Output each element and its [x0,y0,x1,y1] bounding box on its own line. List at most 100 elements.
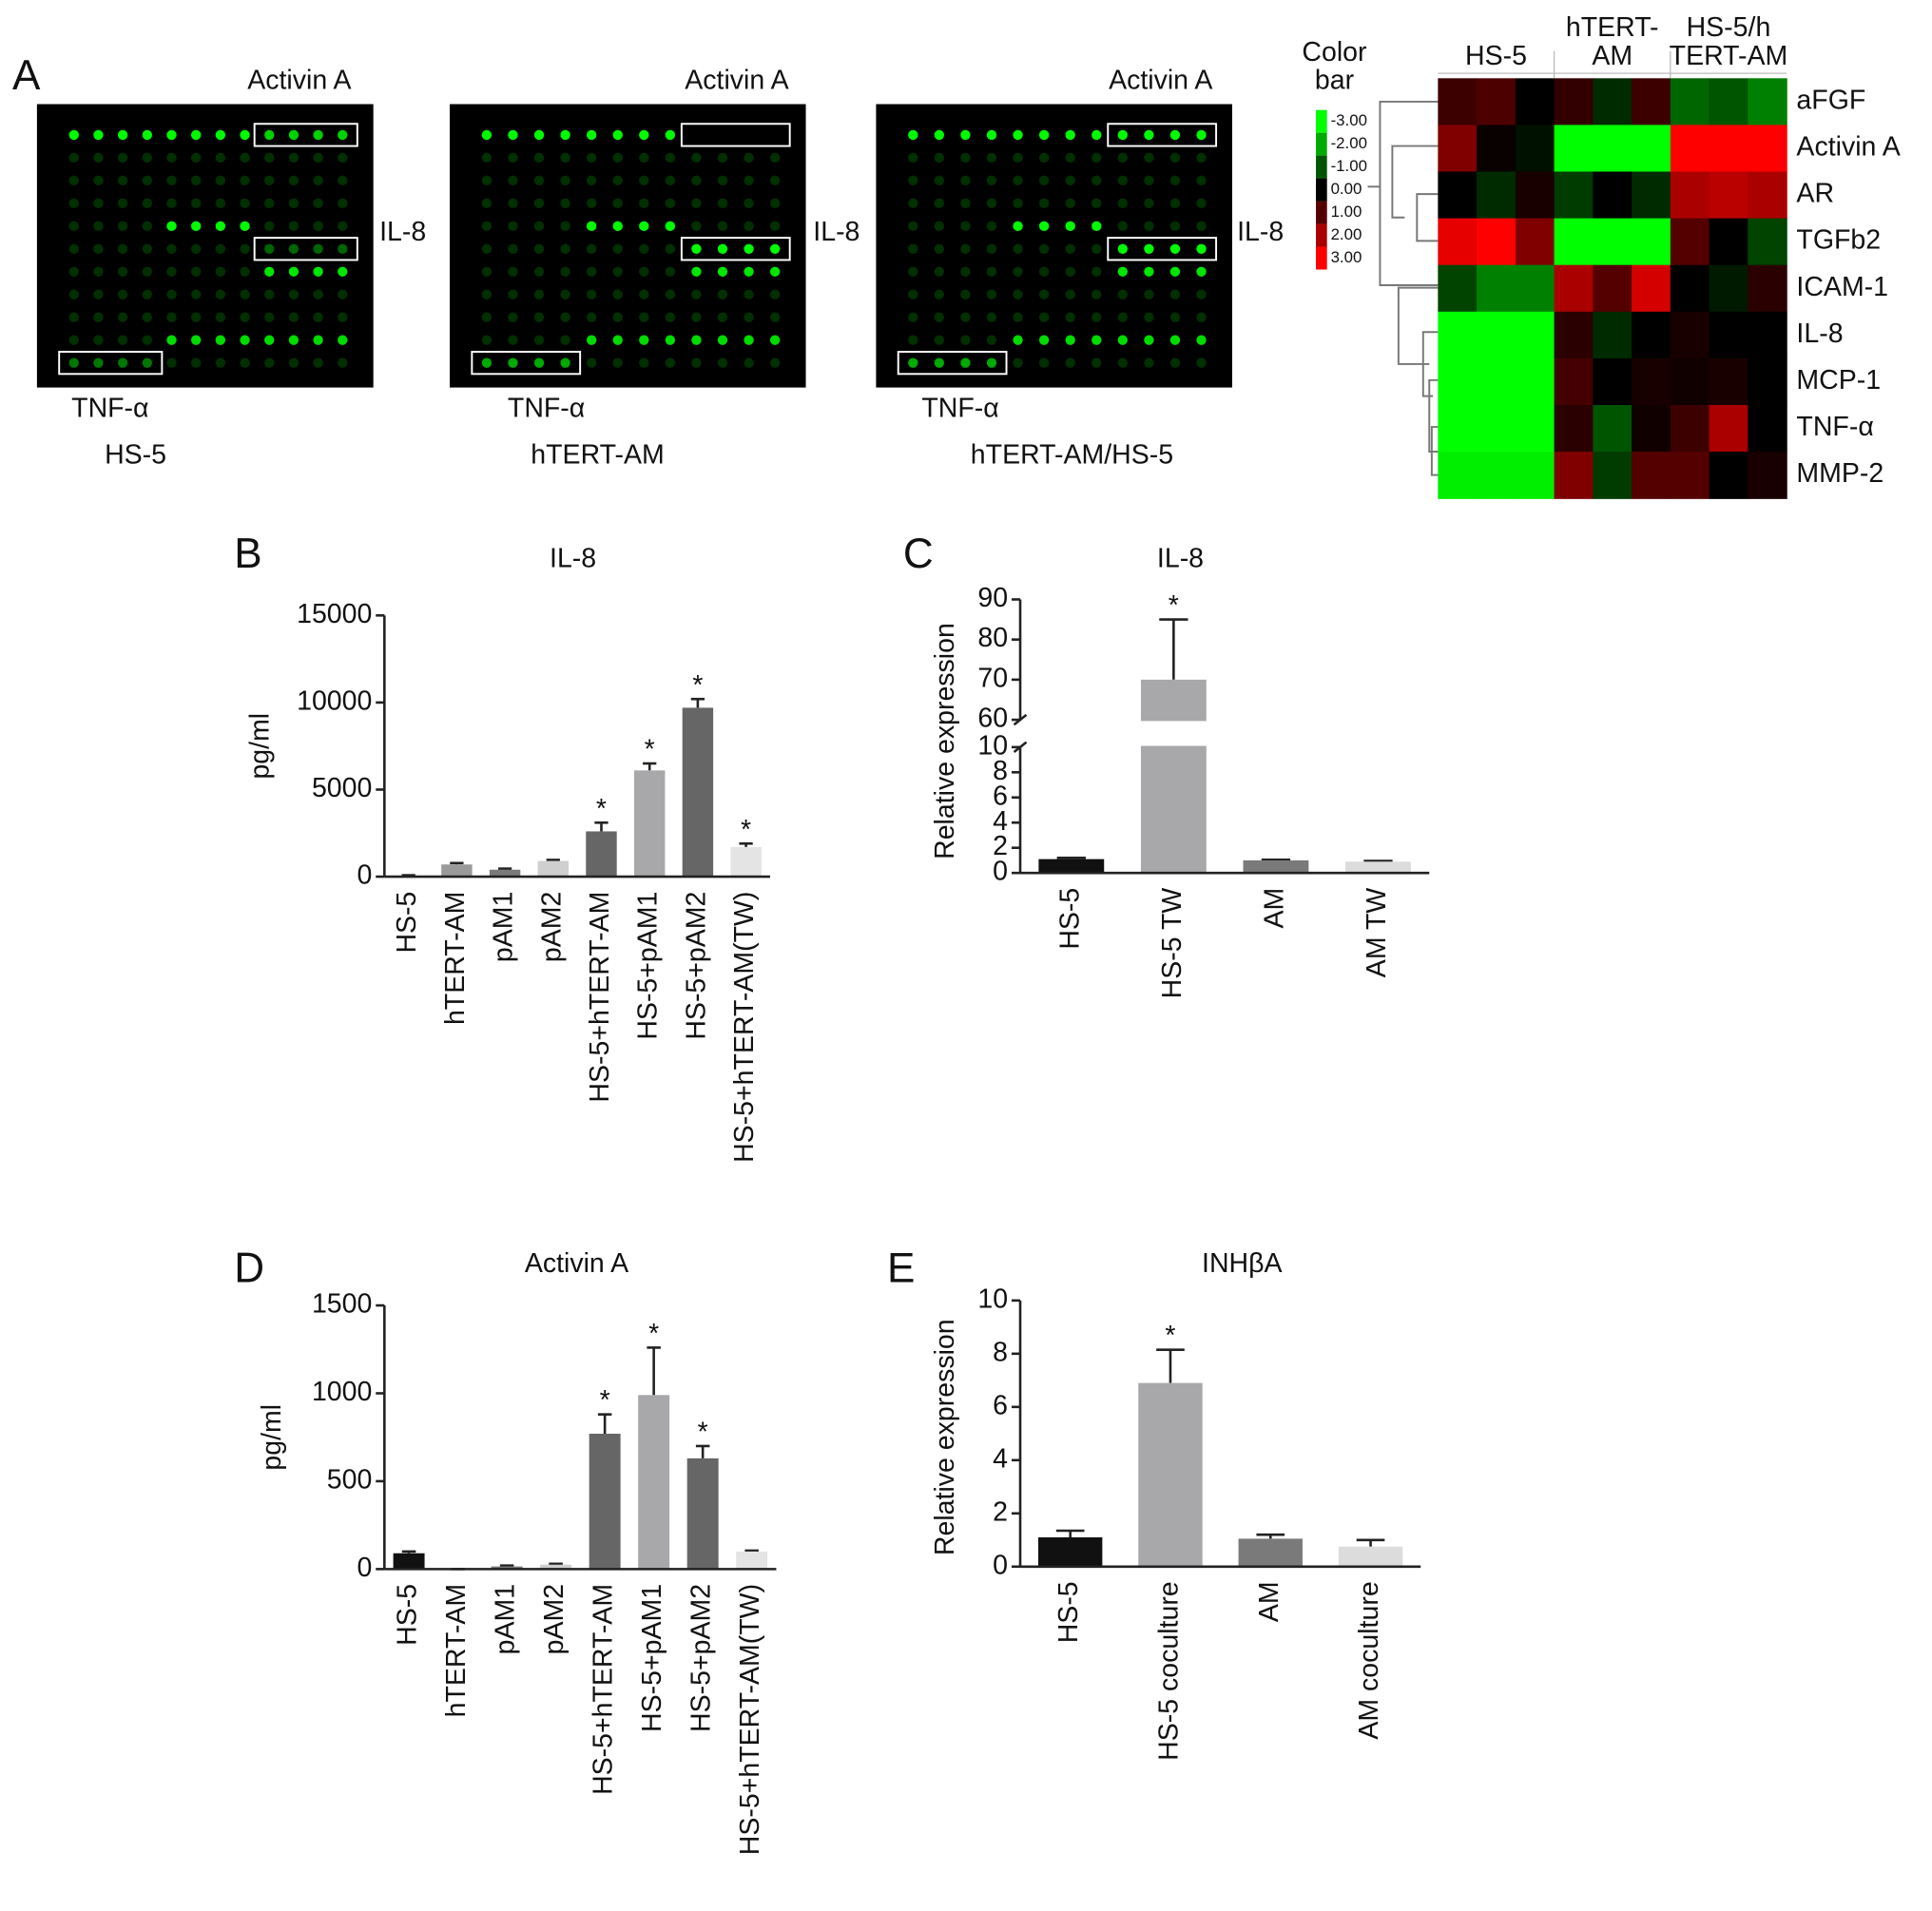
heatmap-cell [1477,264,1517,313]
array-spot [1169,266,1181,277]
array-spot [586,243,597,254]
heatmap-cell [1515,171,1555,220]
array-spot [338,221,348,231]
array-spot [288,243,299,254]
array-spot [586,266,597,277]
array-spot [215,129,226,141]
heatmap-cell [1670,171,1710,220]
bar [730,846,762,878]
array-spot [960,129,971,141]
array-spot [560,357,570,368]
array-spot [481,175,493,186]
array-spot [586,335,597,345]
array-spot [1013,243,1023,254]
array-spot [215,266,226,277]
array-spot [1092,221,1102,231]
array-spot [1144,129,1154,141]
array-spot [1092,243,1102,254]
significance-mark: * [645,735,655,765]
y-tick-label: 15000 [297,599,372,629]
x-tick-label: HS-5 [392,892,422,954]
array-spot [1117,129,1129,141]
array-spot [1169,357,1181,368]
array-spot [1196,152,1207,164]
array-spot [142,221,152,231]
array-spot [769,335,781,345]
array-spot [612,243,623,254]
heatmap-cell [1632,452,1671,499]
heatmap-cell [1748,405,1787,453]
array-spot [508,312,518,322]
array-spot [264,243,275,254]
array-spot [612,198,623,209]
bar [491,1566,523,1570]
array-spot [1092,175,1102,186]
colorbar-block [1316,155,1327,179]
row-label: TGFb2 [1796,225,1881,256]
x-tick-label: HS-5 TW [1157,888,1188,999]
bar [1037,1536,1103,1567]
array-label: IL-8 [813,217,860,247]
y-tick-label: 10 [977,1284,1008,1314]
colorbar-title: Color [1302,37,1367,68]
array-spot [612,266,623,277]
array-spot [1169,129,1181,141]
array-spot [117,198,128,209]
array-spot [338,357,348,368]
array-spot [612,335,623,345]
array-spot [639,289,649,299]
significance-mark: * [1165,1321,1175,1351]
y-axis-label: pg/ml [244,713,275,780]
array-spot [240,175,250,186]
heatmap-cell [1477,405,1517,453]
x-tick-label: AM [1259,888,1289,929]
array-spot [986,312,997,322]
array-spot [288,335,299,345]
heatmap-cell [1438,171,1478,220]
array-spot [612,221,623,231]
array-spot [68,175,79,186]
array-spot [1196,129,1207,141]
array-spot [166,312,177,322]
array-spot [313,175,323,186]
array-spot [166,243,177,254]
array-spot [769,289,781,299]
heatmap-cell [1632,78,1671,126]
y-tick-label: 8 [993,756,1008,786]
array-spot [1038,266,1050,277]
y-tick-label: 80 [977,623,1008,653]
array-spot [1092,266,1102,277]
heatmap-cell [1632,218,1671,266]
array-spot [240,335,250,345]
x-tick-label: hTERT-AM [440,892,471,1025]
array-spot [908,129,918,141]
array-spot [190,243,202,254]
array-spot [960,312,971,322]
array-spot [533,357,545,368]
array-spot [313,221,323,231]
array-spot [934,129,945,141]
y-tick-label: 4 [993,806,1008,837]
array-spot [68,221,79,231]
array-spot [166,289,177,299]
array-spot [1169,198,1181,209]
significance-mark: * [648,1319,659,1349]
array-spot [769,221,781,231]
colorbar-block [1316,201,1327,224]
array-spot [639,357,649,368]
bar [686,1457,719,1570]
array-spot [313,289,323,299]
array-spot [240,357,250,368]
array-spot [117,266,128,277]
array-spot [612,289,623,299]
array-spot [665,357,676,368]
array-spot [166,221,177,231]
array-spot [142,175,152,186]
array-spot [1144,152,1154,164]
heatmap-cell [1670,78,1710,126]
heatmap-cell [1632,264,1671,313]
array-spot [560,243,570,254]
array-spot [264,152,275,164]
array-spot [960,289,971,299]
